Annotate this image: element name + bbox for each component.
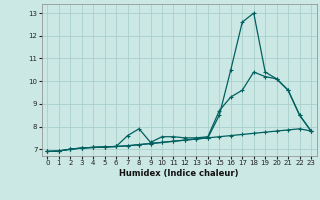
X-axis label: Humidex (Indice chaleur): Humidex (Indice chaleur)	[119, 169, 239, 178]
